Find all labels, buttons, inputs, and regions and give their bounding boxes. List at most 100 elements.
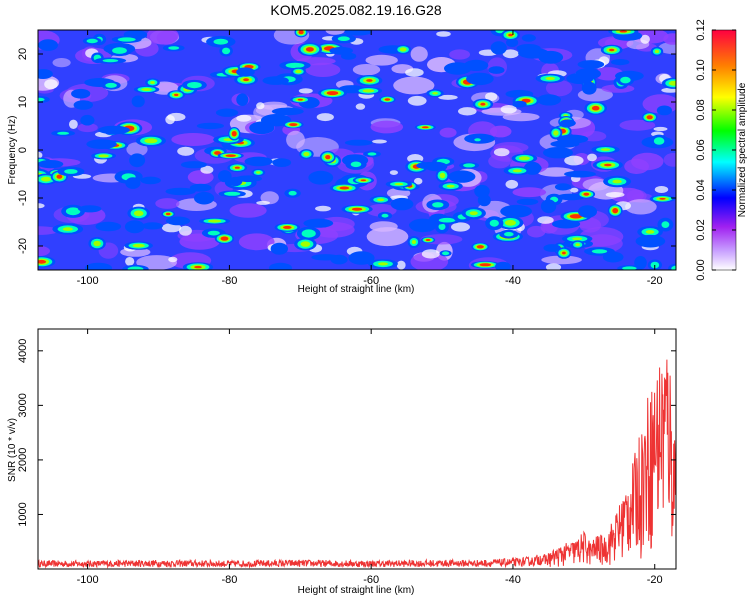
heatmap-blob <box>268 262 293 270</box>
heatmap-blob <box>635 234 666 248</box>
heatmap-blob <box>71 88 91 99</box>
heatmap-patch <box>451 222 470 232</box>
heatmap-blob <box>671 265 676 270</box>
heatmap-patch <box>260 101 288 110</box>
heatmap-patch <box>545 263 562 270</box>
heatmap-patch <box>564 155 584 166</box>
heatmap-blob <box>112 47 127 54</box>
heatmap-x-label: Height of straight line (km) <box>298 284 415 295</box>
heatmap-patch <box>52 58 71 68</box>
heatmap-blob <box>409 218 437 233</box>
heatmap-patch <box>619 119 656 131</box>
heatmap-patch <box>156 30 177 45</box>
heatmap-blob <box>516 198 539 205</box>
colorbar-tick-label: 0.06 <box>695 139 707 160</box>
heatmap-blob <box>488 66 505 74</box>
heatmap-patch <box>512 187 547 198</box>
heatmap-blob <box>243 78 250 82</box>
heatmap-patch <box>579 217 602 233</box>
heatmap-patch <box>654 186 669 193</box>
heatmap-blob <box>575 68 601 80</box>
heatmap-blob <box>578 205 597 218</box>
heatmap-blob <box>537 94 561 106</box>
heatmap-patch <box>365 54 398 66</box>
heatmap-patch <box>405 68 424 77</box>
heatmap-blob <box>653 137 665 145</box>
heatmap-blob <box>208 219 222 223</box>
heatmap-blob <box>500 204 532 218</box>
heatmap-blob <box>165 212 171 216</box>
heatmap-patch <box>125 257 135 266</box>
heatmap-blob <box>612 179 622 184</box>
heatmap-patch <box>77 123 98 133</box>
heatmap-patch <box>537 216 554 224</box>
heatmap-y-axis: -20 -10 0 10 20 <box>17 48 676 254</box>
heatmap-blob <box>348 251 375 265</box>
heatmap-blob <box>144 138 158 144</box>
heatmap-blob <box>249 121 275 135</box>
heatmap-blob <box>439 172 446 179</box>
heatmap-blob <box>297 98 303 101</box>
heatmap-blob <box>351 207 363 211</box>
y-tick-label: 4000 <box>17 339 29 363</box>
heatmap-blob <box>329 92 336 95</box>
heatmap-blob <box>543 244 561 252</box>
heatmap-blob <box>283 225 292 229</box>
y-tick-label: -20 <box>17 238 29 254</box>
line-plot-area <box>38 329 676 569</box>
heatmap-blob <box>236 67 255 77</box>
heatmap-blob <box>95 221 122 232</box>
heatmap-blob <box>344 30 372 36</box>
heatmap-blob <box>80 114 95 126</box>
heatmap-blob <box>150 81 155 84</box>
heatmap-blob <box>543 147 573 159</box>
heatmap-blob <box>236 93 249 106</box>
heatmap-blob <box>504 232 514 237</box>
line-y-axis: 1000 2000 3000 4000 <box>17 339 676 527</box>
heatmap-blob <box>432 202 444 208</box>
line-y-label: SNR (10 * v/v) <box>7 418 18 482</box>
chart-title: KOM5.2025.082.19.16.G28 <box>270 2 441 18</box>
line-x-label: Height of straight line (km) <box>298 585 415 596</box>
heatmap-patch <box>485 92 498 101</box>
heatmap-x-axis: -100 -80 -60 -40 -20 <box>77 30 663 287</box>
colorbar-tick-label: 0.00 <box>695 259 707 280</box>
heatmap-blob <box>228 155 234 157</box>
heatmap-blob <box>308 170 334 185</box>
heatmap-patch <box>155 198 180 209</box>
heatmap-blob <box>38 97 45 102</box>
x-tick-label: -80 <box>221 275 237 287</box>
heatmap-blob <box>438 217 456 223</box>
heatmap-blob <box>222 47 231 55</box>
heatmap-patch <box>410 46 428 62</box>
line-frame <box>37 328 677 570</box>
heatmap-blob <box>656 105 673 116</box>
heatmap-blob <box>196 122 224 130</box>
heatmap-patch <box>407 95 427 106</box>
heatmap-blob <box>38 160 64 169</box>
heatmap-blob <box>255 171 261 174</box>
heatmap-patch <box>355 103 366 110</box>
heatmap-patch <box>370 120 404 134</box>
heatmap-blob <box>521 34 536 42</box>
heatmap-patch <box>178 225 192 236</box>
heatmap-blob <box>305 47 314 52</box>
heatmap-blob <box>98 154 109 158</box>
heatmap-blob <box>572 215 580 218</box>
heatmap-blob <box>504 219 516 226</box>
heatmap-blob <box>556 134 589 144</box>
heatmap-patch <box>238 233 275 251</box>
heatmap-patch <box>171 133 216 146</box>
heatmap-blob <box>64 169 78 174</box>
heatmap-y-label: Frequency (Hz) <box>7 116 18 185</box>
heatmap-blob <box>285 62 305 69</box>
heatmap-patch <box>439 127 457 138</box>
heatmap-blob <box>93 240 101 247</box>
heatmap-patch <box>168 256 178 263</box>
heatmap-blob <box>654 49 660 54</box>
heatmap-blob <box>466 72 494 86</box>
heatmap-patch <box>458 107 477 116</box>
heatmap-patch <box>663 153 676 167</box>
heatmap-blob <box>425 161 448 172</box>
